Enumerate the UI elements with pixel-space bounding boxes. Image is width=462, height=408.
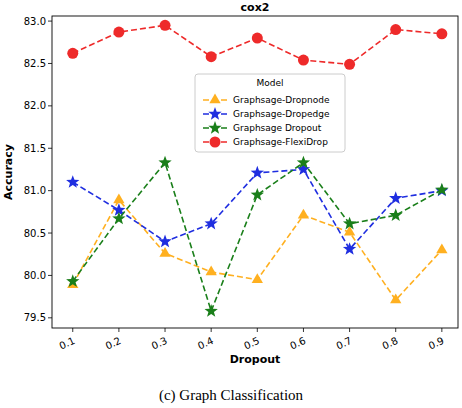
point	[436, 28, 447, 39]
series-line	[73, 169, 442, 249]
x-tick	[395, 328, 396, 332]
x-tick-label: 0.7	[334, 335, 353, 352]
x-tick-label: 0.5	[242, 335, 261, 352]
legend-label: Graphsage Dropout	[233, 123, 322, 133]
y-tick-label: 82.0	[24, 100, 46, 111]
x-tick-label: 0.9	[427, 335, 446, 352]
legend-marker	[210, 137, 221, 148]
point	[206, 51, 217, 62]
legend-box	[195, 74, 345, 152]
legend-marker	[208, 107, 221, 120]
x-tick-label: 0.6	[288, 335, 307, 352]
y-tick-label: 79.5	[24, 312, 46, 323]
point	[435, 184, 448, 197]
point	[206, 266, 217, 276]
x-tick	[303, 328, 304, 332]
point	[390, 24, 401, 35]
point	[435, 183, 448, 196]
title: cox2	[241, 1, 270, 14]
y-tick	[48, 190, 52, 191]
y-tick	[48, 105, 52, 106]
x-axis-label: Dropout	[230, 353, 281, 366]
point	[298, 209, 309, 219]
legend-marker	[208, 121, 221, 134]
point	[436, 244, 447, 254]
point	[344, 226, 355, 236]
y-tick	[48, 275, 52, 276]
plot-frame	[52, 16, 458, 328]
y-tick-label: 83.0	[24, 16, 46, 27]
point	[298, 55, 309, 66]
x-tick	[165, 328, 166, 332]
x-tick-label: 0.3	[150, 335, 169, 352]
legend-marker	[209, 94, 220, 104]
x-tick-label: 0.8	[380, 335, 399, 352]
point	[205, 304, 218, 317]
y-tick	[48, 148, 52, 149]
point	[343, 217, 356, 230]
point	[158, 156, 171, 169]
legend-label: Graphsage-Dropnode	[233, 95, 330, 105]
y-tick	[48, 233, 52, 234]
y-tick-label: 81.0	[24, 185, 46, 196]
point	[390, 294, 401, 304]
caption: (c) Graph Classification	[159, 387, 304, 404]
y-tick-label: 80.0	[24, 270, 46, 281]
x-tick	[441, 328, 442, 332]
point	[252, 33, 263, 44]
point	[251, 166, 264, 179]
point	[113, 193, 124, 203]
legend: Model Graphsage-Dropnode Graphsage-Dropedg…	[195, 74, 345, 152]
legend-title: Model	[256, 78, 283, 88]
point	[159, 247, 170, 257]
point	[66, 274, 79, 287]
point	[343, 242, 356, 255]
series-line	[73, 163, 442, 311]
x-tick	[211, 328, 212, 332]
y-tick	[48, 317, 52, 318]
y-tick	[48, 63, 52, 64]
x-tick	[72, 328, 73, 332]
x-tick-label: 0.4	[196, 335, 215, 352]
point	[344, 59, 355, 70]
x-tick-label: 0.1	[58, 335, 77, 352]
x-tick	[349, 328, 350, 332]
point	[67, 48, 78, 59]
point	[160, 20, 171, 31]
series-line	[73, 25, 442, 64]
point	[389, 208, 402, 221]
y-tick-label: 80.5	[24, 228, 46, 239]
point	[389, 191, 402, 204]
point	[251, 188, 264, 201]
chart: cox2 79.5 80.0 80.5 81.0 81.5 82.0 82.5 83.0 0.1 0…	[0, 0, 462, 408]
x-tick	[118, 328, 119, 332]
x-tick	[257, 328, 258, 332]
point	[252, 273, 263, 283]
y-tick-label: 81.5	[24, 143, 46, 154]
point	[297, 156, 310, 169]
y-tick-label: 82.5	[24, 58, 46, 69]
plot-data	[66, 20, 448, 317]
point	[112, 212, 125, 225]
y-tick	[48, 21, 52, 22]
point	[113, 27, 124, 38]
legend-label: Graphsage-FlexiDrop	[233, 137, 328, 147]
x-tick-label: 0.2	[104, 335, 123, 352]
point	[66, 175, 79, 188]
legend-label: Graphsage-Dropedge	[233, 109, 330, 119]
series-line	[73, 200, 442, 300]
y-axis-label: Accuracy	[2, 144, 15, 200]
point	[205, 217, 218, 230]
point	[158, 235, 171, 248]
